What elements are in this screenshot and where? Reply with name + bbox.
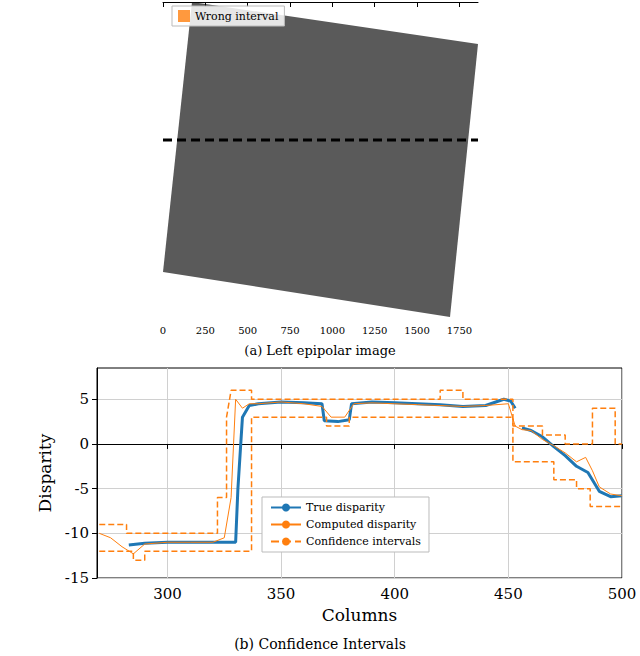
svg-text:(b) Confidence Intervals: (b) Confidence Intervals (234, 636, 406, 652)
svg-text:5: 5 (79, 390, 89, 408)
svg-text:750: 750 (280, 325, 299, 336)
svg-text:-15: -15 (65, 569, 89, 587)
svg-text:1750: 1750 (447, 325, 472, 336)
svg-text:300: 300 (153, 585, 182, 603)
svg-text:Columns: Columns (322, 605, 397, 625)
svg-text:1250: 1250 (362, 325, 387, 336)
svg-text:400: 400 (380, 585, 409, 603)
svg-text:450: 450 (494, 585, 523, 603)
svg-text:1500: 1500 (404, 325, 429, 336)
svg-text:Disparity: Disparity (35, 433, 55, 512)
svg-text:(a) Left epipolar image: (a) Left epipolar image (244, 343, 396, 358)
svg-text:True disparity: True disparity (306, 501, 386, 514)
svg-text:Computed disparity: Computed disparity (306, 518, 417, 531)
svg-text:Confidence intervals: Confidence intervals (306, 535, 421, 548)
svg-text:350: 350 (267, 585, 296, 603)
svg-text:0: 0 (160, 325, 166, 336)
svg-text:0: 0 (79, 435, 89, 453)
svg-text:-10: -10 (65, 524, 89, 542)
svg-text:500: 500 (608, 585, 637, 603)
svg-text:Wrong interval: Wrong interval (195, 10, 279, 23)
svg-text:500: 500 (238, 325, 257, 336)
svg-text:250: 250 (196, 325, 215, 336)
svg-text:-5: -5 (74, 480, 89, 498)
svg-text:1000: 1000 (320, 325, 345, 336)
